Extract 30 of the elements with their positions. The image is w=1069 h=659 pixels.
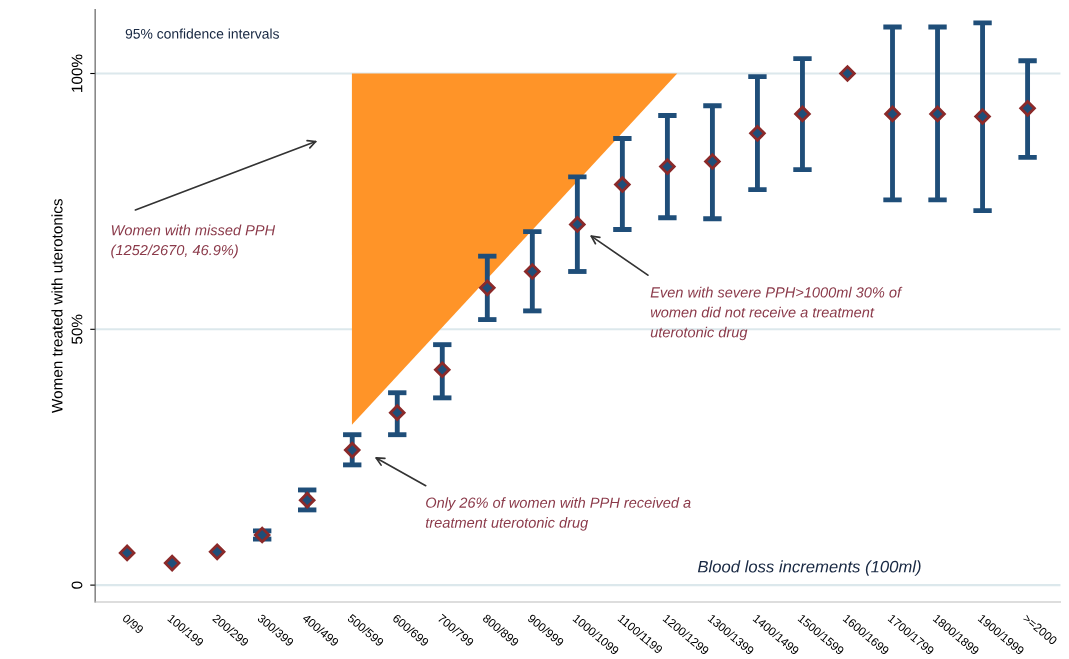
point <box>434 361 451 378</box>
point <box>974 108 991 125</box>
annotation: Only 26% of women with PPH received a treatment uterotonic drug <box>425 497 691 531</box>
annotation: Women with missed PPH (1252/2670, 46.9%) <box>111 224 276 259</box>
point <box>1019 100 1036 117</box>
point <box>614 176 631 193</box>
point <box>298 491 316 509</box>
point <box>388 404 406 421</box>
point <box>704 153 721 170</box>
x-axis-title: Blood loss increments (100ml) <box>697 560 921 576</box>
y-axis-title: Women treated with uterotonics <box>51 199 63 413</box>
x-tick-label: 0/99 <box>121 613 145 635</box>
point <box>569 216 586 233</box>
point <box>524 263 541 280</box>
annotation: Even with severe PPH>1000ml 30% of women did not receive a treatment uterotonic drug <box>650 286 903 341</box>
point <box>343 441 361 459</box>
y-tick-label: 50% <box>71 314 83 344</box>
point <box>839 65 856 82</box>
point <box>208 543 226 561</box>
point <box>163 554 181 572</box>
point <box>884 105 901 123</box>
point <box>794 105 811 123</box>
point <box>118 544 136 562</box>
y-tick-label: 100% <box>71 54 83 92</box>
point <box>479 279 496 297</box>
point <box>749 125 766 142</box>
annotation: 95% confidence intervals <box>125 28 279 39</box>
point <box>929 105 946 123</box>
point <box>659 158 676 175</box>
y-tick-label: 0 <box>71 581 83 589</box>
